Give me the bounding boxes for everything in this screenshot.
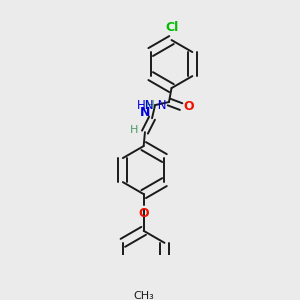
Text: Cl: Cl [165,21,178,34]
Text: N: N [154,99,167,112]
Text: O: O [138,207,149,220]
Text: CH₃: CH₃ [133,291,154,300]
Text: HN: HN [137,99,154,112]
Text: N: N [140,106,151,119]
Text: H: H [146,99,154,112]
Text: O: O [183,100,194,113]
Text: H: H [130,125,139,135]
